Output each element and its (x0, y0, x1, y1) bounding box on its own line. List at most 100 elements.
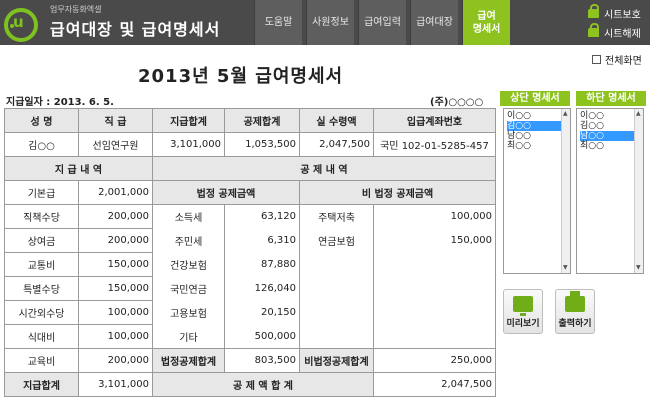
nonlegal-item-label: 연금보험 (299, 228, 374, 253)
lock-icon (588, 4, 599, 18)
app-logo-icon: u (4, 8, 38, 42)
nonlegal-item-label: 주택저축 (299, 204, 374, 229)
empty-cell (373, 300, 496, 325)
emp-net-pay: 2,047,500 (299, 132, 374, 157)
empty-cell (299, 324, 374, 349)
emp-account: 국민 102-01-5285-457 (373, 132, 496, 157)
legal-item-label: 주민세 (152, 228, 225, 253)
empty-cell (299, 252, 374, 277)
empty-cell (373, 276, 496, 301)
pay-item-label: 시간외수당 (4, 300, 79, 325)
print-button[interactable]: 출력하기 (555, 289, 595, 334)
empty-cell (373, 252, 496, 277)
upper-statement-header: 상단 명세서 (500, 91, 570, 106)
pay-total-value: 3,101,000 (78, 372, 153, 397)
nav-help[interactable]: 도움말 (254, 0, 302, 45)
pay-item-value: 200,000 (78, 228, 153, 253)
pay-item-label: 특별수당 (4, 276, 79, 301)
nonlegal-item-value: 100,000 (373, 204, 496, 229)
sheet-protect-button[interactable]: 시트보호 (588, 4, 641, 21)
sheet-protect-label: 시트보호 (604, 10, 641, 21)
emp-header-deduct-total: 공제합계 (224, 108, 300, 133)
emp-deduct-total: 1,053,500 (224, 132, 300, 157)
lower-list-scrollbar[interactable] (634, 109, 643, 273)
empty-cell (373, 324, 496, 349)
legal-item-value: 63,120 (224, 204, 300, 229)
sheet-unprotect-button[interactable]: 시트해제 (588, 23, 641, 40)
legal-item-value: 500,000 (224, 324, 300, 349)
list-item[interactable]: 김○○ (580, 121, 604, 131)
pay-item-label: 직책수당 (4, 204, 79, 229)
pay-item-value: 100,000 (78, 324, 153, 349)
fullscreen-toggle[interactable]: 전체화면 (592, 52, 642, 67)
app-title: 급여대장 및 급여명세서 (50, 20, 221, 39)
nonlegal-total-value: 250,000 (373, 348, 496, 373)
legal-item-value: 87,880 (224, 252, 300, 277)
pay-date: 지급일자 : 2013. 6. 5. (6, 97, 114, 108)
pay-section-header: 지 급 내 역 (4, 156, 153, 181)
nav-employee-info[interactable]: 사원정보 (306, 0, 354, 45)
lower-employee-list[interactable]: 이○○ 김○○ 남○○ 최○○ (576, 108, 644, 274)
legal-item-value: 6,310 (224, 228, 300, 253)
legal-item-label: 고용보험 (152, 300, 225, 325)
statement-title: 2013년 5월 급여명세서 (138, 66, 344, 87)
list-item[interactable]: 이○○ (580, 111, 604, 121)
list-item-selected[interactable]: 김○○ (507, 121, 567, 131)
legal-item-value: 20,150 (224, 300, 300, 325)
preview-label: 미리보기 (506, 319, 540, 329)
emp-header-name: 성 명 (4, 108, 79, 133)
legal-total-value: 803,500 (224, 348, 300, 373)
pay-item-value: 200,000 (78, 348, 153, 373)
emp-pay-total: 3,101,000 (152, 132, 225, 157)
pay-item-value: 2,001,000 (78, 180, 153, 205)
lower-statement-header: 하단 명세서 (576, 91, 646, 106)
pay-statement-table: 성 명 직 급 지급합계 공제합계 실 수령액 입급계좌번호 김○○ 선임연구원… (4, 108, 496, 397)
emp-header-pay-total: 지급합계 (152, 108, 225, 133)
list-item[interactable]: 남○○ (507, 131, 531, 141)
pay-item-label: 식대비 (4, 324, 79, 349)
deduct-total-label: 공 제 액 합 계 (152, 372, 374, 397)
emp-header-rank: 직 급 (78, 108, 153, 133)
pay-item-label: 상여금 (4, 228, 79, 253)
pay-item-value: 150,000 (78, 252, 153, 277)
pay-item-label: 교육비 (4, 348, 79, 373)
fullscreen-checkbox[interactable] (592, 55, 601, 64)
legal-item-label: 건강보험 (152, 252, 225, 277)
legal-item-label: 국민연금 (152, 276, 225, 301)
upper-list-scrollbar[interactable] (561, 109, 570, 273)
emp-name: 김○○ (4, 132, 79, 157)
emp-header-net-pay: 실 수령액 (299, 108, 374, 133)
nonlegal-deduct-header: 비 법정 공제금액 (299, 180, 496, 205)
list-item[interactable]: 최○○ (580, 141, 604, 151)
empty-cell (299, 276, 374, 301)
legal-item-label: 소득세 (152, 204, 225, 229)
pay-item-label: 교통비 (4, 252, 79, 277)
top-nav: 도움말 사원정보 급여입력 급여대장 급여 명세서 (254, 0, 514, 45)
company-name: (주)○○○○ (430, 97, 484, 108)
list-item-selected[interactable]: 남○○ (580, 131, 640, 141)
pay-item-label: 기본급 (4, 180, 79, 205)
emp-header-account: 입급계좌번호 (373, 108, 496, 133)
print-label: 출력하기 (558, 319, 592, 329)
fullscreen-label: 전체화면 (605, 56, 642, 67)
printer-icon (565, 291, 585, 312)
list-item[interactable]: 이○○ (507, 111, 531, 121)
nav-pay-statement[interactable]: 급여 명세서 (462, 0, 510, 45)
upper-employee-list[interactable]: 이○○ 김○○ 남○○ 최○○ (503, 108, 571, 274)
sheet-unprotect-label: 시트해제 (604, 29, 641, 40)
nav-payroll-ledger[interactable]: 급여대장 (410, 0, 458, 45)
preview-button[interactable]: 미리보기 (503, 289, 543, 334)
empty-cell (299, 300, 374, 325)
app-subtitle: 업무자동화엑셀 (50, 5, 102, 14)
pay-total-label: 지급합계 (4, 372, 79, 397)
nav-pay-input[interactable]: 급여입력 (358, 0, 406, 45)
pay-item-value: 150,000 (78, 276, 153, 301)
list-item[interactable]: 최○○ (507, 141, 531, 151)
legal-item-value: 126,040 (224, 276, 300, 301)
deduct-total-value: 2,047,500 (373, 372, 496, 397)
unlock-icon (588, 23, 599, 37)
pay-item-value: 100,000 (78, 300, 153, 325)
legal-deduct-header: 법정 공제금액 (152, 180, 300, 205)
nonlegal-item-value: 150,000 (373, 228, 496, 253)
deduct-section-header: 공 제 내 역 (152, 156, 496, 181)
